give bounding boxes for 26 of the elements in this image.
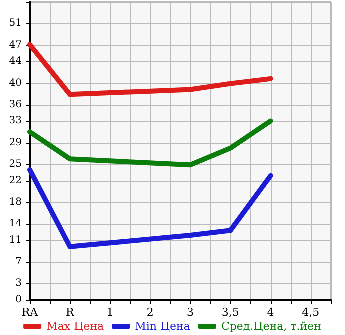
y-tick-label: 14 — [9, 218, 22, 230]
legend-label: Max Цена — [46, 320, 105, 333]
x-tick-label: 3,5 — [222, 306, 240, 319]
y-tick-label: 40 — [9, 78, 22, 89]
y-tick-label: 7 — [16, 256, 22, 268]
legend-label: Min Цена — [135, 320, 191, 333]
y-tick-label: 25 — [9, 159, 22, 170]
y-tick-label: 22 — [9, 175, 22, 186]
y-tick-label: 51 — [9, 18, 22, 30]
y-tick-label: 18 — [9, 196, 22, 208]
x-tick-label: 3 — [187, 306, 194, 319]
x-tick-label: 1 — [106, 306, 114, 319]
y-tick-label: 29 — [9, 137, 22, 148]
y-tick-label: 11 — [9, 234, 22, 246]
x-tick-label: RA — [22, 306, 40, 319]
y-tick-label: 44 — [9, 56, 22, 68]
legend-label: Сред.Цена, т.йен — [221, 320, 322, 333]
y-tick-label: 33 — [9, 116, 22, 127]
y-tick-label: 47 — [9, 40, 22, 51]
x-tick-label: 4,5 — [302, 306, 320, 319]
y-tick-label: 3 — [16, 278, 22, 290]
x-tick-label: 4 — [267, 306, 274, 319]
y-tick-label: 36 — [9, 99, 22, 110]
x-tick-label: 2 — [146, 306, 154, 319]
y-tick-label: 0 — [16, 294, 22, 306]
x-tick-label: R — [66, 306, 75, 319]
